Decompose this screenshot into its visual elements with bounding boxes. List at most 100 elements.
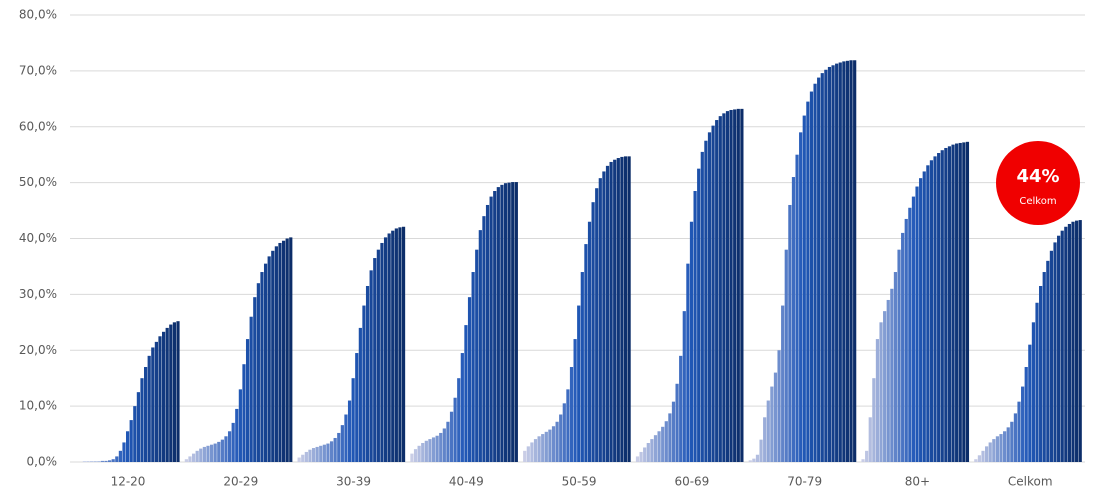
bar: [849, 60, 853, 462]
bar: [220, 439, 224, 462]
bar: [322, 444, 326, 462]
bar: [937, 153, 941, 463]
bar: [449, 411, 454, 462]
bar: [442, 428, 446, 462]
bar: [199, 448, 203, 462]
bar: [965, 141, 970, 462]
bar: [1035, 302, 1039, 462]
bar: [104, 460, 108, 462]
bar: [82, 461, 86, 462]
bar: [530, 442, 534, 462]
bar: [569, 367, 574, 462]
bar: [643, 447, 647, 462]
bar: [1046, 260, 1050, 462]
bar: [383, 237, 388, 462]
x-tick-label: Celkom: [1008, 475, 1053, 489]
y-tick-label: 40,0%: [19, 231, 57, 245]
bar: [238, 389, 242, 462]
bar: [224, 436, 228, 462]
bar: [126, 431, 130, 462]
bar: [533, 439, 538, 462]
bar: [489, 196, 493, 462]
annotation-label: Celkom: [1019, 196, 1056, 207]
bar: [281, 240, 286, 462]
bar: [766, 400, 770, 462]
bar: [689, 221, 694, 462]
bar: [929, 160, 934, 462]
bar: [413, 449, 418, 462]
bar: [995, 436, 1000, 462]
bar: [169, 324, 173, 462]
bar: [759, 439, 763, 462]
bar: [911, 196, 916, 462]
bar: [503, 183, 508, 462]
bar: [526, 446, 530, 462]
bar: [893, 272, 898, 462]
bar: [806, 101, 810, 462]
bar: [1024, 367, 1028, 462]
bar: [460, 353, 464, 462]
bar: [435, 435, 439, 462]
bar: [711, 125, 715, 462]
bar: [926, 165, 930, 462]
bar: [598, 178, 602, 462]
bar: [755, 454, 760, 462]
bar: [1021, 386, 1025, 462]
bar: [315, 446, 319, 462]
bar: [511, 182, 515, 462]
bar: [217, 441, 221, 462]
bar: [151, 347, 155, 462]
bar: [115, 456, 119, 462]
bar: [865, 450, 869, 462]
bar: [398, 227, 402, 462]
bar: [824, 69, 828, 462]
bar: [1057, 235, 1061, 462]
bar: [351, 378, 355, 462]
bar: [380, 242, 384, 462]
bar: [573, 339, 577, 462]
bar: [718, 116, 722, 462]
bar: [297, 457, 301, 462]
bar: [940, 150, 944, 462]
bar: [1039, 285, 1043, 462]
bar: [235, 408, 239, 462]
bar: [736, 108, 740, 463]
bar: [271, 250, 275, 462]
bar: [165, 327, 169, 462]
bar: [523, 450, 527, 462]
bar: [1006, 427, 1010, 462]
bar: [988, 442, 992, 462]
bar: [172, 322, 176, 462]
bar: [602, 171, 606, 462]
bar: [365, 285, 370, 462]
bar: [999, 434, 1003, 462]
bar: [675, 383, 679, 462]
bar: [1031, 322, 1036, 462]
bar: [424, 440, 428, 462]
bar: [668, 413, 672, 462]
bar: [1042, 272, 1046, 462]
bar: [686, 263, 690, 462]
x-tick-label: 40-49: [449, 475, 484, 489]
bar: [693, 191, 697, 462]
x-tick-label: 50-59: [562, 475, 597, 489]
bar: [1049, 250, 1054, 462]
bar: [566, 389, 570, 462]
bar: [209, 444, 214, 462]
bar: [1003, 431, 1007, 462]
bar: [144, 367, 148, 462]
bar: [344, 414, 348, 462]
bar: [901, 232, 905, 462]
bar: [340, 425, 344, 462]
x-tick-label: 70-79: [787, 475, 822, 489]
bar: [679, 355, 683, 462]
bar: [263, 263, 268, 462]
bar: [922, 171, 926, 462]
bar: [154, 341, 158, 462]
bar: [555, 421, 559, 462]
bar: [838, 62, 842, 463]
bar: [955, 143, 959, 462]
bar: [446, 421, 450, 462]
bar: [722, 113, 726, 462]
bar: [763, 417, 767, 462]
